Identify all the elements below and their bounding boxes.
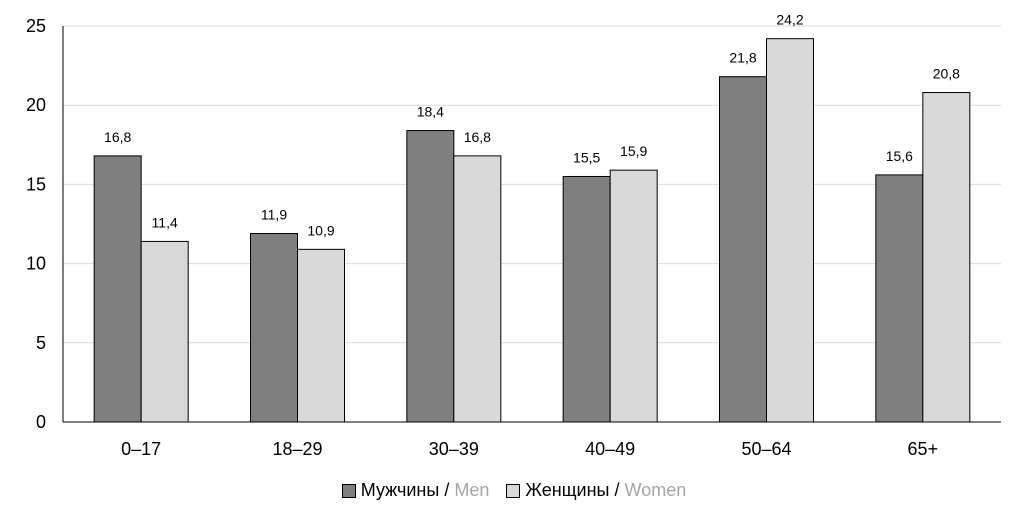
data-label: 16,8 xyxy=(464,129,491,145)
bar-chart: 0 5 10 15 20 25 16,8 11,4 0–17 11,9 10,9 18–29 18,4 1… xyxy=(26,12,1001,459)
bar xyxy=(140,240,189,423)
data-label: 15,9 xyxy=(620,143,647,159)
data-label: 11,9 xyxy=(261,207,287,223)
data-label: 15,6 xyxy=(886,148,913,164)
bar xyxy=(719,76,767,423)
y-tick-label: 0 xyxy=(36,412,46,432)
data-label: 18,4 xyxy=(417,104,444,120)
x-tick-label: 40–49 xyxy=(585,439,635,459)
data-label: 10,9 xyxy=(307,222,334,238)
legend-label-women-en: Women xyxy=(624,480,687,500)
data-label: 24,2 xyxy=(776,12,803,28)
legend-item-women: Женщины / Women xyxy=(506,480,686,501)
bar xyxy=(93,155,142,423)
x-tick-label: 0–17 xyxy=(121,439,161,459)
legend-sep-men: / xyxy=(444,480,450,500)
bar xyxy=(562,175,611,423)
y-tick-label: 25 xyxy=(26,16,46,36)
y-tick-label: 10 xyxy=(26,254,46,274)
x-tick-label: 18–29 xyxy=(272,439,322,459)
data-label: 15,5 xyxy=(573,149,600,165)
bar xyxy=(609,169,658,423)
data-label: 20,8 xyxy=(933,66,960,82)
y-tick-label: 5 xyxy=(36,333,46,353)
legend-label-women-ru: Женщины xyxy=(525,480,610,500)
x-tick-label: 65+ xyxy=(908,439,939,459)
data-label: 11,4 xyxy=(152,214,178,230)
y-tick-label: 15 xyxy=(26,174,46,194)
x-tick-label: 30–39 xyxy=(429,439,479,459)
legend-sep-women: / xyxy=(614,480,620,500)
bar xyxy=(297,248,345,423)
data-label: 16,8 xyxy=(104,129,131,145)
bar xyxy=(250,233,298,423)
bar xyxy=(875,174,924,423)
data-label: 21,8 xyxy=(729,50,756,66)
y-tick-label: 20 xyxy=(26,95,46,115)
legend-swatch-women xyxy=(506,483,521,498)
x-tick-label: 50–64 xyxy=(741,439,791,459)
bar xyxy=(406,130,455,423)
legend-swatch-men xyxy=(341,483,356,498)
bar xyxy=(766,38,814,423)
legend-item-men: Мужчины / Men xyxy=(341,480,490,501)
legend-label-men-ru: Мужчины xyxy=(360,480,440,500)
bar xyxy=(922,92,971,423)
bar xyxy=(453,155,502,423)
legend: Мужчины / Men Женщины / Women xyxy=(0,480,1028,503)
legend-label-men-en: Men xyxy=(454,480,490,500)
